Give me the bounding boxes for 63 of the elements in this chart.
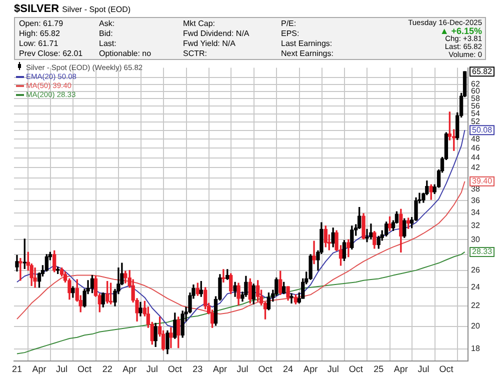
data-label: 50.08 xyxy=(472,125,493,134)
text: Prev Close: 62.01 xyxy=(19,49,83,58)
text: P/E: xyxy=(281,19,296,28)
x-tick-label: 24 xyxy=(283,364,294,374)
y-tick-label: 20 xyxy=(471,322,480,331)
text: SCTR: xyxy=(183,49,207,58)
chart-subtitle: Silver - Spot (EOD) xyxy=(62,5,131,14)
text: Ask: xyxy=(99,19,115,28)
x-tick-label: Oct xyxy=(348,364,364,374)
x-tick-label: Jul xyxy=(56,364,68,374)
y-tick-label: 62 xyxy=(471,80,480,89)
x-tick-label: Apr xyxy=(122,364,137,374)
chart-title: $SILVER xyxy=(14,3,60,15)
y-tick-label: 52 xyxy=(471,117,480,126)
y-tick-label: 44 xyxy=(471,152,480,162)
y-tick-label: 18 xyxy=(471,344,480,354)
text: 65.82 xyxy=(472,66,492,76)
y-tick-label: 24 xyxy=(471,282,480,292)
text: EPS: xyxy=(281,29,300,38)
y-tick-label: 54 xyxy=(471,109,480,118)
x-tick-label: Jul xyxy=(236,364,248,374)
y-tick-label: 46 xyxy=(471,143,480,152)
text: Fwd Dividend: N/A xyxy=(183,29,250,38)
text: Fwd Yield: N/A xyxy=(183,39,236,48)
y-tick-label: 58 xyxy=(471,94,480,103)
x-tick-label: Jul xyxy=(418,364,430,374)
text: Next Earnings: xyxy=(281,49,334,58)
x-tick-label: Jul xyxy=(146,364,158,374)
y-tick-label: 56 xyxy=(471,101,480,110)
data-label: 28.33 xyxy=(472,247,493,256)
text: Low: 61.71 xyxy=(19,39,58,48)
text: Bid: xyxy=(99,29,113,38)
x-tick-label: Oct xyxy=(78,364,92,374)
text: Mkt Cap: xyxy=(183,19,216,28)
text: Open: 61.79 xyxy=(19,19,64,28)
text: ▲ +6.15% xyxy=(440,26,482,36)
x-tick-label: Oct xyxy=(439,364,454,374)
y-tick-label: 30 xyxy=(471,234,480,244)
y-tick-label: 42 xyxy=(471,162,480,172)
y-tick-label: 26 xyxy=(471,266,480,275)
text: Last Earnings: xyxy=(281,39,332,48)
x-tick-label: 22 xyxy=(102,364,112,374)
text: Optionable: no xyxy=(99,49,152,58)
y-tick-label: 34 xyxy=(471,208,480,218)
y-tick-label: 32 xyxy=(471,221,480,230)
x-tick-label: Apr xyxy=(394,364,408,374)
text: High: 65.82 xyxy=(19,29,60,38)
x-tick-label: Oct xyxy=(258,364,273,374)
x-tick-label: 23 xyxy=(192,364,203,374)
y-tick-label: 60 xyxy=(471,86,480,96)
x-tick-label: Apr xyxy=(304,364,318,374)
x-tick-label: 21 xyxy=(12,364,22,374)
text: Last: xyxy=(99,39,116,48)
x-tick-label: Apr xyxy=(212,364,227,374)
x-tick-label: 25 xyxy=(374,364,384,374)
y-tick-label: 36 xyxy=(471,196,480,205)
y-tick-label: 48 xyxy=(471,134,480,144)
x-tick-label: Oct xyxy=(168,364,182,374)
x-tick-label: Jul xyxy=(327,364,339,374)
x-tick-label: Apr xyxy=(32,364,46,374)
data-label: 39.40 xyxy=(472,176,493,186)
y-tick-label: 22 xyxy=(471,301,480,310)
y-tick-label: 38 xyxy=(471,184,480,194)
